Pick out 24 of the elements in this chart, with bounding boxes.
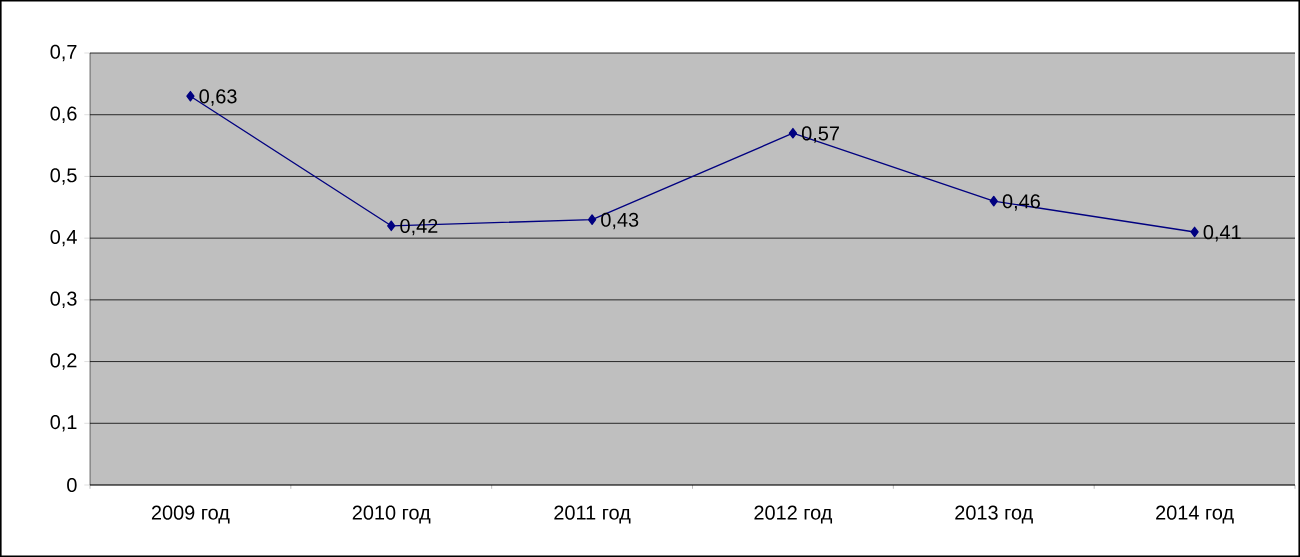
y-tick-label: 0,1	[50, 415, 77, 432]
x-tick-label: 2013 год	[955, 505, 1033, 524]
y-tick-label: 0,2	[50, 353, 77, 370]
x-tick-label: 2011 год	[554, 505, 631, 524]
point	[1190, 226, 1199, 238]
y-tick-label: 0,5	[50, 168, 77, 185]
y-tick-label: 0,7	[50, 44, 77, 62]
point	[387, 220, 396, 232]
point	[186, 90, 195, 102]
y-tick-label: 0	[67, 477, 77, 493]
data-label: 0,57	[801, 126, 839, 143]
x-tick-label: 2012 год	[754, 505, 833, 524]
point	[587, 214, 597, 225]
y-tick-label: 0,4	[50, 229, 77, 247]
data-label: 0,43	[601, 212, 639, 230]
data-label: 0,63	[199, 89, 237, 106]
point	[788, 127, 798, 139]
x-tick-label: 2010 год	[352, 505, 431, 524]
data-label: 0,41	[1203, 225, 1241, 242]
x-tick-label: 2009 год	[151, 505, 230, 524]
y-tick-label: 0,3	[50, 291, 77, 309]
x-tick-label: 2014 год	[1156, 505, 1234, 524]
point	[989, 195, 998, 207]
y-tick-label: 0,6	[50, 106, 77, 123]
